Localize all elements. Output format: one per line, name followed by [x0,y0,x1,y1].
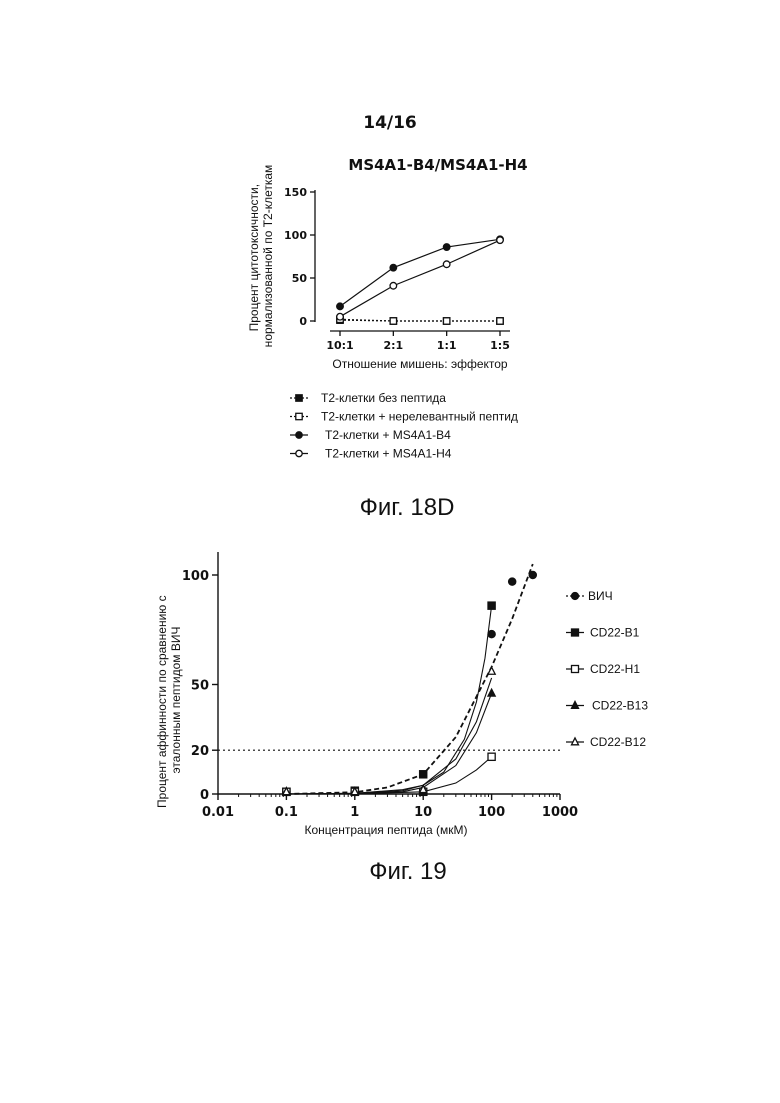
y-tick-label: 50 [292,272,308,285]
data-point [497,237,504,244]
data-point [488,689,495,696]
series-layer [337,236,504,324]
legend-marker [572,738,579,745]
legend-marker [572,593,579,600]
x-tick-label: 10:1 [326,339,353,352]
chart-title: MS4A1-B4/MS4A1-H4 [348,156,527,174]
x-tick-label: 2:1 [383,339,403,352]
data-point [420,785,427,792]
x-tick-label: 1000 [542,805,578,820]
data-point [488,631,495,638]
data-point [337,303,344,310]
figure-caption-18d: Фиг. 18D [17,494,780,522]
x-axis-label: Отношение мишень: эффектор [332,357,508,371]
legend-label: ВИЧ [588,589,613,603]
y-tick-label: 0 [200,788,209,803]
data-point [529,571,536,578]
legend-marker [572,666,579,673]
y-axis: 0 20 50 100 [182,552,218,803]
x-tick-label: 0.01 [202,805,234,820]
legend-label: CD22-B13 [592,699,648,713]
x-tick-label: 1 [350,805,359,820]
fit-curve [286,693,491,794]
legend-label: CD22-H1 [590,662,640,676]
data-point [390,282,397,289]
y-tick-label: 0 [299,315,307,328]
legend-marker [296,395,302,401]
y-tick-label: 100 [284,229,307,242]
fit-curve [286,757,491,794]
data-point [390,318,396,324]
x-axis-label: Концентрация пептида (мкМ) [305,823,468,837]
series-line [340,240,500,317]
legend-label: T2-клетки + MS4A1-B4 [325,428,451,442]
y-tick-label: 20 [191,744,209,759]
legend-marker [572,629,579,636]
y-axis-label: Процент цитотоксичности, нормализованной… [247,165,275,348]
x-tick-label: 10 [414,805,432,820]
data-point [390,264,397,271]
series-line [340,239,500,306]
data-point [488,753,495,760]
data-point [443,261,450,268]
data-point [488,602,495,609]
x-axis: 0.01 0.1 1 10 100 1000 [202,794,578,820]
legend-marker [572,701,579,708]
fit-curve [286,678,491,794]
data-point [443,318,449,324]
data-point [488,667,495,674]
legend: ВИЧ CD22-B1 CD22-H1 CD22-B13 CD22-B12 [566,589,648,749]
legend: T2-клетки без пептида T2-клетки + нерелев… [290,391,518,461]
legend-label: T2-клетки без пептида [321,391,446,405]
y-tick-label: 50 [191,679,209,694]
data-point [443,244,450,251]
legend-marker [296,413,302,419]
data-points [283,571,537,795]
y-axis-label: Процент аффинности по сравнению с эталон… [155,592,183,808]
x-tick-label: 0.1 [275,805,298,820]
y-axis: 0 50 100 150 [284,186,315,328]
legend-label: CD22-B12 [590,735,646,749]
affinity-chart: 0 20 50 100 0.01 0.1 1 10 100 1000 Процент аффин… [0,545,780,845]
x-axis: 10:1 2:1 1:1 1:5 [326,331,510,352]
legend-marker [296,432,302,438]
legend-marker [296,450,302,456]
y-tick-label: 100 [182,569,209,584]
fit-curve [286,606,491,794]
legend-label: T2-клетки + MS4A1-H4 [325,447,452,461]
y-tick-label: 150 [284,186,307,199]
cytotoxicity-chart: MS4A1-B4/MS4A1-H4 0 50 100 150 10:1 2:1 1:1 1:… [0,130,780,610]
x-tick-label: 1:1 [437,339,457,352]
data-point [509,578,516,585]
data-point [337,313,344,320]
data-point [420,771,427,778]
legend-label: T2-клетки + нерелевантный пептид [321,410,518,424]
x-tick-label: 1:5 [490,339,510,352]
data-point [497,318,503,324]
figure-caption-19: Фиг. 19 [18,858,780,886]
x-tick-label: 100 [478,805,505,820]
legend-label: CD22-B1 [590,626,640,640]
